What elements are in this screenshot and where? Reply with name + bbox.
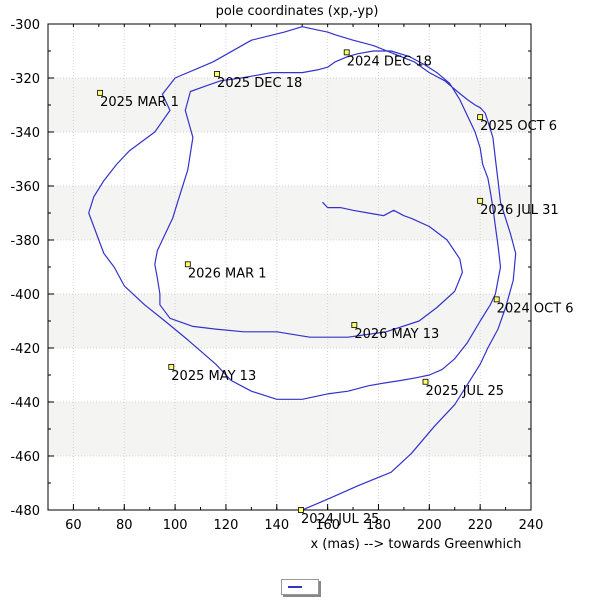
y-tick-label: -360	[10, 180, 40, 195]
y-tick-label: -380	[10, 234, 40, 249]
y-tick-label: -440	[10, 396, 40, 411]
x-tick-label: 220	[468, 518, 493, 533]
x-tick-label: 240	[519, 518, 544, 533]
series-layer	[88, 26, 517, 511]
date-marker	[298, 507, 304, 513]
date-marker	[477, 197, 484, 204]
date-marker-label: 2026 MAR 1	[188, 266, 267, 281]
date-marker	[97, 89, 104, 96]
axis-ticks	[47, 23, 532, 511]
grid-band	[48, 402, 531, 456]
date-markers: 2024 JUL 25 2024 OCT 6 2024 DEC 18 2025 MAR…	[97, 49, 574, 527]
date-marker-label: 2025 MAY 13	[171, 369, 256, 384]
date-marker	[343, 49, 350, 56]
grid-band	[48, 294, 531, 348]
y-tick-label: -320	[10, 72, 40, 87]
date-marker-label: 2024 OCT 6	[497, 301, 574, 316]
date-marker	[351, 322, 358, 328]
x-tick-labels: 60 80 100 120 140 160 180 200 220 240	[65, 518, 543, 533]
x-tick-label: 200	[417, 518, 442, 533]
series-line	[88, 26, 517, 511]
y-tick-label: -420	[10, 342, 40, 357]
date-marker	[477, 114, 484, 121]
y-tick-labels: -300 -320 -340 -360 -380 -400 -420 -440 -460 -480	[10, 18, 40, 519]
date-marker-label: 2025 MAR 1	[100, 95, 179, 110]
date-marker-label: 2026 MAY 13	[354, 327, 439, 342]
date-marker	[214, 71, 220, 77]
date-marker-label: 2024 DEC 18	[347, 54, 432, 69]
y-tick-label: -480	[10, 504, 40, 519]
y-tick-label: -400	[10, 288, 40, 303]
date-marker-label: 2026 JUL 31	[480, 203, 558, 218]
alternating-row-bands	[48, 78, 531, 456]
x-tick-label: 140	[264, 518, 289, 533]
x-tick-label: 180	[366, 518, 391, 533]
date-marker	[493, 296, 500, 303]
date-marker-label: 2024 JUL 25	[301, 512, 379, 527]
chart-title: pole coordinates (xp,-yp)	[216, 4, 379, 19]
grid-band	[48, 78, 531, 132]
x-tick-label: 160	[315, 518, 340, 533]
y-tick-label: -460	[10, 450, 40, 465]
y-tick-label: -300	[10, 18, 40, 33]
grid-band	[48, 186, 531, 240]
x-tick-label: 80	[116, 518, 133, 533]
x-axis-title: x (mas) --> towards Greenwhich	[310, 537, 521, 552]
date-marker-label: 2025 OCT 6	[480, 119, 557, 134]
date-marker-label: 2025 JUL 25	[426, 384, 504, 399]
y-tick-label: -340	[10, 126, 40, 141]
x-tick-label: 100	[163, 518, 188, 533]
x-tick-label: 120	[214, 518, 239, 533]
legend-series-swatch	[288, 586, 302, 588]
date-marker	[168, 363, 175, 370]
date-marker	[184, 261, 191, 268]
legend	[281, 579, 319, 595]
date-marker-label: 2025 DEC 18	[217, 76, 302, 91]
x-tick-label: 60	[65, 518, 82, 533]
date-marker	[422, 378, 429, 385]
